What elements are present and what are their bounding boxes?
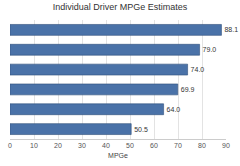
svg-text:80: 80 [198, 142, 206, 149]
svg-text:64.0: 64.0 [167, 106, 181, 113]
svg-text:20: 20 [54, 142, 62, 149]
svg-text:60: 60 [150, 142, 158, 149]
svg-text:30: 30 [78, 142, 86, 149]
svg-text:90: 90 [222, 142, 230, 149]
svg-text:40: 40 [102, 142, 110, 149]
svg-text:79.0: 79.0 [203, 46, 217, 53]
svg-text:74.0: 74.0 [191, 66, 205, 73]
svg-text:Individual Driver MPGe Estimat: Individual Driver MPGe Estimates [53, 2, 188, 12]
svg-text:0: 0 [8, 142, 12, 149]
svg-text:10: 10 [30, 142, 38, 149]
svg-text:50: 50 [126, 142, 134, 149]
svg-text:70: 70 [174, 142, 182, 149]
svg-text:69.9: 69.9 [181, 86, 195, 93]
svg-text:50.5: 50.5 [134, 126, 148, 133]
svg-text:88.1: 88.1 [224, 26, 238, 33]
svg-text:MPGe: MPGe [108, 152, 128, 159]
